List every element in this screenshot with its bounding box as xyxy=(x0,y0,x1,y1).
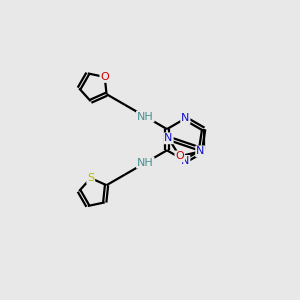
Text: NH: NH xyxy=(137,112,154,122)
Text: NH: NH xyxy=(137,158,154,168)
Text: S: S xyxy=(87,173,94,183)
Text: N: N xyxy=(196,146,205,156)
Text: N: N xyxy=(164,133,173,143)
Text: O: O xyxy=(175,152,184,161)
Text: N: N xyxy=(181,156,190,166)
Text: N: N xyxy=(181,113,190,124)
Text: O: O xyxy=(100,72,109,82)
